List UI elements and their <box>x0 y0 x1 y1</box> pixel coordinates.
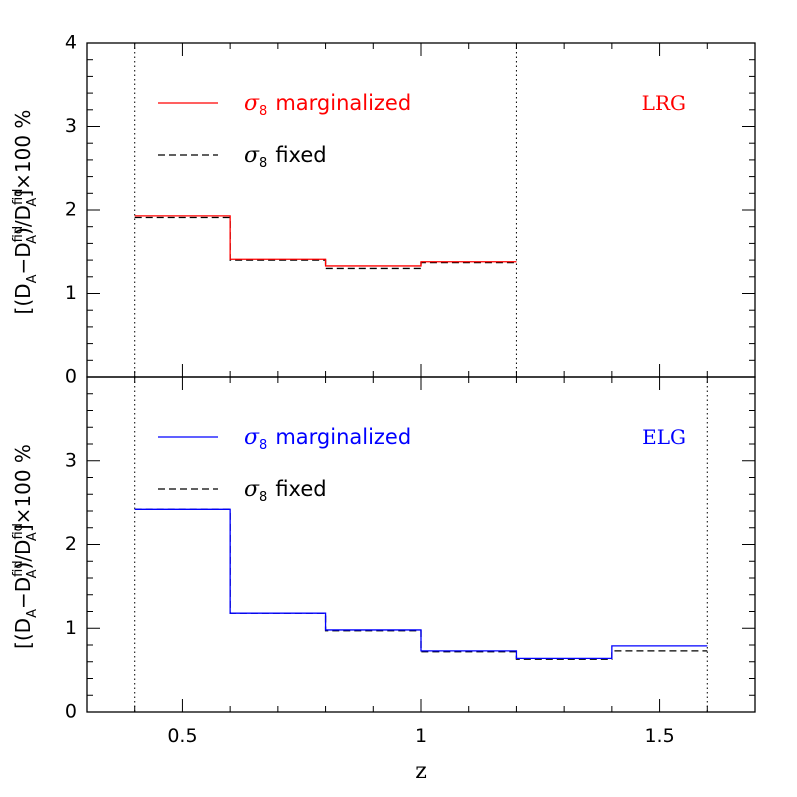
legend-label-fixed: σ8 fixed <box>244 477 327 505</box>
y-tick-label: 1 <box>65 617 77 639</box>
legend-label-marginalized: σ8 marginalized <box>244 91 411 119</box>
y-tick-label: 0 <box>65 366 77 388</box>
y-tick-label: 4 <box>65 32 77 54</box>
y-tick-label: 1 <box>65 282 77 304</box>
x-axis-label: z <box>415 759 427 784</box>
y-axis-label: [(DA−DfidA)/DfidA]×100 % <box>11 110 40 315</box>
y-tick-label: 3 <box>65 449 77 471</box>
legend-label-marginalized: σ8 marginalized <box>244 425 411 453</box>
panel-tag: ELG <box>642 425 686 449</box>
x-tick-label: 0.5 <box>167 725 197 747</box>
lrg-panel: 0 1 2 3 4 σ8 marginalized σ8 fixed LRG [(DA−DfidA)… <box>11 32 756 388</box>
x-tick-label: 1.5 <box>644 725 674 747</box>
elg-panel: 0 1 2 3 0.5 1 1.5 σ8 marginalized σ8 fixed ELG [(DA−… <box>11 376 756 747</box>
y-tick-label: 3 <box>65 115 77 137</box>
y-tick-label: 0 <box>65 701 77 723</box>
x-tick-label: 1 <box>415 725 427 747</box>
series-marginalized-line <box>134 508 708 660</box>
series-marginalized-line <box>134 215 517 267</box>
legend-label-fixed: σ8 fixed <box>244 143 327 171</box>
panel-tag: LRG <box>642 91 686 115</box>
y-axis-label: [(DA−DfidA)/DfidA]×100 % <box>11 444 40 649</box>
y-tick-label: 2 <box>65 199 77 221</box>
y-tick-label: 2 <box>65 533 77 555</box>
